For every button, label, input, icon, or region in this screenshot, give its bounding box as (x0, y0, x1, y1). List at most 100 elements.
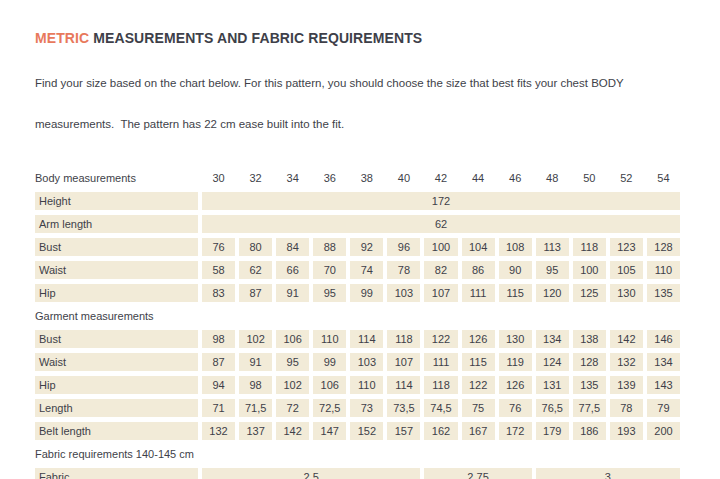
value-cell: 186 (573, 422, 606, 440)
size-column-header: 54 (647, 169, 680, 187)
value-cell: 120 (536, 284, 569, 302)
value-cell: 2,5 (202, 468, 420, 479)
value-cell: 124 (536, 353, 569, 371)
value-cell: 152 (350, 422, 383, 440)
value-cell: 125 (573, 284, 606, 302)
value-cell: 95 (536, 261, 569, 279)
value-cell: 114 (350, 330, 383, 348)
value-cell: 137 (239, 422, 272, 440)
value-cell: 86 (462, 261, 495, 279)
value-cell: 134 (536, 330, 569, 348)
table-row-label: Body measurements (35, 169, 198, 187)
value-cell: 123 (610, 238, 643, 256)
value-cell: 79 (647, 399, 680, 417)
value-cell: 132 (610, 353, 643, 371)
value-cell: 87 (239, 284, 272, 302)
page: METRIC MEASUREMENTS AND FABRIC REQUIREME… (0, 0, 720, 479)
page-title-accent: METRIC (35, 30, 89, 46)
value-cell: 143 (647, 376, 680, 394)
value-cell: 118 (387, 330, 420, 348)
value-cell: 71 (202, 399, 235, 417)
value-cell: 119 (499, 353, 532, 371)
value-cell: 94 (202, 376, 235, 394)
value-cell: 105 (610, 261, 643, 279)
table-row-label: Arm length (35, 215, 198, 233)
size-column-header: 30 (202, 169, 235, 187)
size-column-header: 40 (387, 169, 420, 187)
size-column-header: 36 (313, 169, 346, 187)
value-cell: 128 (573, 353, 606, 371)
value-cell: 115 (499, 284, 532, 302)
value-cell: 73,5 (387, 399, 420, 417)
value-cell: 113 (536, 238, 569, 256)
value-cell: 126 (462, 330, 495, 348)
value-cell: 108 (499, 238, 532, 256)
table-row-label: Hip (35, 284, 198, 302)
value-cell: 142 (610, 330, 643, 348)
value-cell: 200 (647, 422, 680, 440)
table-row-label: Bust (35, 238, 198, 256)
intro-text: Find your size based on the chart below.… (35, 49, 680, 159)
size-column-header: 52 (610, 169, 643, 187)
value-cell: 114 (387, 376, 420, 394)
intro-line-1: Find your size based on the chart below.… (35, 77, 680, 91)
value-cell: 147 (313, 422, 346, 440)
table-row-label: Belt length (35, 422, 198, 440)
value-cell: 110 (313, 330, 346, 348)
size-column-header: 34 (276, 169, 309, 187)
value-cell: 82 (424, 261, 457, 279)
value-cell: 130 (499, 330, 532, 348)
value-cell: 135 (573, 376, 606, 394)
value-cell: 96 (387, 238, 420, 256)
table-row-label: Fabric (35, 468, 198, 479)
value-cell: 95 (313, 284, 346, 302)
value-cell: 92 (350, 238, 383, 256)
page-title-rest: MEASUREMENTS AND FABRIC REQUIREMENTS (89, 30, 422, 46)
value-cell: 162 (424, 422, 457, 440)
value-cell: 106 (276, 330, 309, 348)
intro-line-2: measurements. The pattern has 22 cm ease… (35, 118, 680, 132)
value-cell: 106 (313, 376, 346, 394)
value-cell: 172 (499, 422, 532, 440)
value-cell: 76,5 (536, 399, 569, 417)
value-cell: 130 (610, 284, 643, 302)
page-title: METRIC MEASUREMENTS AND FABRIC REQUIREME… (35, 31, 680, 46)
value-cell: 142 (276, 422, 309, 440)
value-cell: 104 (462, 238, 495, 256)
value-cell: 131 (536, 376, 569, 394)
table-row-label: Waist (35, 261, 198, 279)
value-cell: 74 (350, 261, 383, 279)
size-column-header: 42 (424, 169, 457, 187)
value-cell: 118 (424, 376, 457, 394)
value-cell: 111 (462, 284, 495, 302)
value-cell: 99 (313, 353, 346, 371)
size-column-header: 38 (350, 169, 383, 187)
value-cell: 66 (276, 261, 309, 279)
value-cell: 138 (573, 330, 606, 348)
value-cell: 83 (202, 284, 235, 302)
value-cell: 75 (462, 399, 495, 417)
value-cell: 107 (387, 353, 420, 371)
value-cell: 78 (610, 399, 643, 417)
size-column-header: 50 (573, 169, 606, 187)
value-cell: 122 (462, 376, 495, 394)
value-cell: 72,5 (313, 399, 346, 417)
value-cell: 103 (350, 353, 383, 371)
value-cell: 58 (202, 261, 235, 279)
value-cell: 167 (462, 422, 495, 440)
value-cell: 78 (387, 261, 420, 279)
value-cell: 74,5 (424, 399, 457, 417)
value-cell: 100 (573, 261, 606, 279)
value-cell: 99 (350, 284, 383, 302)
value-cell: 84 (276, 238, 309, 256)
value-cell: 132 (202, 422, 235, 440)
value-cell: 98 (239, 376, 272, 394)
value-cell: 111 (424, 353, 457, 371)
value-cell: 87 (202, 353, 235, 371)
value-cell: 80 (239, 238, 272, 256)
value-cell: 110 (647, 261, 680, 279)
value-cell: 91 (276, 284, 309, 302)
value-cell: 128 (647, 238, 680, 256)
value-cell: 122 (424, 330, 457, 348)
section-header: Fabric requirements 140-145 cm (35, 445, 680, 463)
